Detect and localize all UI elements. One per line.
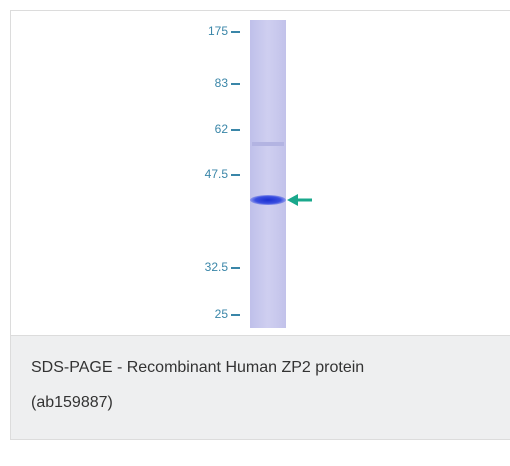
marker-label: 62 xyxy=(215,122,229,136)
protein-band xyxy=(250,195,286,205)
marker-label: 47.5 xyxy=(205,167,229,181)
page: {"figure": {"markers": ["175", "83", "62… xyxy=(0,0,510,466)
arrow xyxy=(287,194,312,206)
marker-label: 25 xyxy=(215,307,229,321)
caption-title: SDS-PAGE - Recombinant Human ZP2 protein xyxy=(31,359,364,377)
caption-id: (ab159887) xyxy=(31,394,113,412)
marker-label: 175 xyxy=(208,24,228,38)
caption-box: SDS-PAGE - Recombinant Human ZP2 protein… xyxy=(10,336,510,440)
marker-label: 83 xyxy=(215,76,229,90)
faint-band xyxy=(252,142,284,146)
gel-image: 175 83 62 47.5 32.5 25 xyxy=(0,0,510,340)
gel-lane xyxy=(250,20,286,328)
marker-label: 32.5 xyxy=(205,260,229,274)
